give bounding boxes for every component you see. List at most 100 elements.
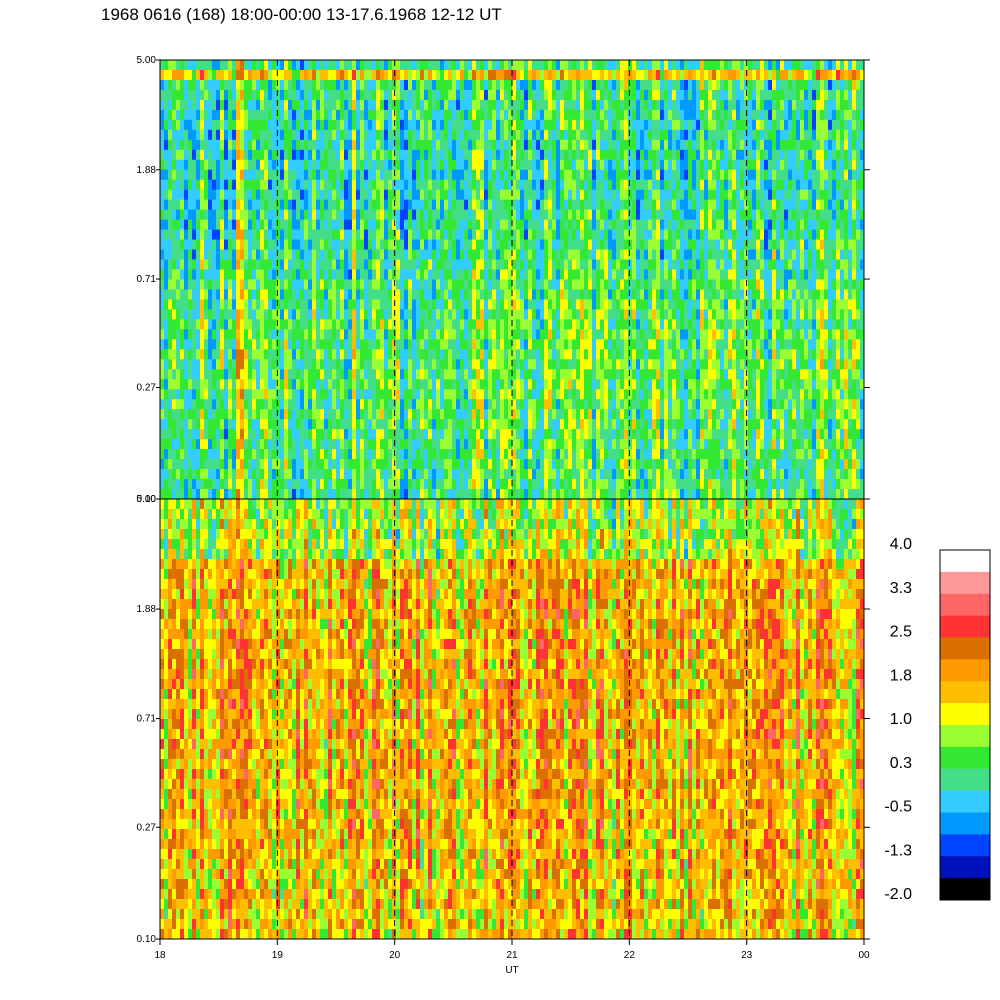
heatmap-cell bbox=[680, 169, 685, 181]
heatmap-cell bbox=[532, 139, 537, 151]
heatmap-cell bbox=[224, 289, 229, 300]
heatmap-cell bbox=[644, 259, 649, 270]
heatmap-cell bbox=[220, 139, 225, 151]
heatmap-cell bbox=[488, 189, 493, 201]
heatmap-cell bbox=[800, 319, 805, 330]
heatmap-cell bbox=[212, 189, 217, 201]
heatmap-cell bbox=[304, 309, 309, 320]
heatmap-cell bbox=[432, 109, 437, 121]
heatmap-cell bbox=[412, 139, 417, 151]
heatmap-cell bbox=[200, 259, 205, 270]
heatmap-cell bbox=[836, 60, 841, 71]
heatmap-cell bbox=[476, 229, 481, 240]
heatmap-cell bbox=[600, 159, 605, 171]
heatmap-cell bbox=[544, 299, 549, 310]
heatmap-cell bbox=[172, 109, 177, 121]
heatmap-cell bbox=[468, 319, 473, 330]
heatmap-cell bbox=[792, 309, 797, 320]
heatmap-cell bbox=[540, 309, 545, 320]
heatmap-cell bbox=[444, 329, 449, 340]
heatmap-cell bbox=[160, 279, 165, 290]
heatmap-cell bbox=[416, 119, 421, 131]
heatmap-cell bbox=[448, 219, 453, 231]
heatmap-cell bbox=[228, 279, 233, 290]
heatmap-cell bbox=[844, 269, 849, 280]
heatmap-cell bbox=[412, 179, 417, 191]
heatmap-cell bbox=[416, 99, 421, 111]
heatmap-cell bbox=[300, 119, 305, 131]
heatmap-cell bbox=[540, 189, 545, 201]
heatmap-cell bbox=[368, 79, 373, 91]
heatmap-cell bbox=[544, 129, 549, 141]
heatmap-cell bbox=[672, 79, 677, 91]
heatmap-cell bbox=[536, 319, 541, 330]
heatmap-cell bbox=[856, 129, 861, 141]
heatmap-cell bbox=[568, 309, 573, 320]
heatmap-cell bbox=[424, 99, 429, 111]
heatmap-cell bbox=[564, 109, 569, 121]
heatmap-cell bbox=[536, 169, 541, 181]
heatmap-cell bbox=[496, 199, 501, 211]
heatmap-cell bbox=[332, 219, 337, 231]
heatmap-cell bbox=[700, 279, 705, 290]
heatmap-cell bbox=[192, 329, 197, 340]
heatmap-cell bbox=[192, 289, 197, 300]
heatmap-cell bbox=[372, 199, 377, 211]
heatmap-cell bbox=[212, 259, 217, 270]
heatmap-cell bbox=[344, 119, 349, 131]
heatmap-cell bbox=[284, 69, 289, 81]
heatmap-cell bbox=[688, 259, 693, 270]
heatmap-cell bbox=[772, 169, 777, 181]
heatmap-cell bbox=[324, 269, 329, 280]
heatmap-cell bbox=[740, 119, 745, 131]
heatmap-cell bbox=[704, 239, 709, 250]
heatmap-cell bbox=[816, 299, 821, 310]
heatmap-cell bbox=[508, 229, 513, 240]
heatmap-cell bbox=[564, 249, 569, 260]
heatmap-cell bbox=[288, 79, 293, 91]
heatmap-cell bbox=[456, 139, 461, 151]
heatmap-cell bbox=[160, 129, 165, 141]
heatmap-cell bbox=[512, 89, 517, 101]
heatmap-cell bbox=[720, 149, 725, 161]
heatmap-cell bbox=[480, 179, 485, 191]
heatmap-cell bbox=[316, 209, 321, 221]
heatmap-cell bbox=[492, 129, 497, 141]
heatmap-cell bbox=[496, 129, 501, 141]
heatmap-cell bbox=[312, 149, 317, 161]
heatmap-cell bbox=[412, 209, 417, 221]
heatmap-cell bbox=[824, 309, 829, 320]
heatmap-cell bbox=[724, 169, 729, 181]
heatmap-cell bbox=[464, 289, 469, 300]
heatmap-cell bbox=[536, 79, 541, 91]
heatmap-cell bbox=[584, 279, 589, 290]
heatmap-cell bbox=[708, 209, 713, 221]
heatmap-cell bbox=[588, 179, 593, 191]
heatmap-cell bbox=[592, 219, 597, 231]
heatmap-cell bbox=[268, 99, 273, 111]
heatmap-cell bbox=[264, 199, 269, 211]
heatmap-cell bbox=[216, 139, 221, 151]
heatmap-cell bbox=[548, 79, 553, 91]
heatmap-cell bbox=[228, 89, 233, 101]
heatmap-cell bbox=[260, 109, 265, 121]
heatmap-cell bbox=[220, 99, 225, 111]
heatmap-cell bbox=[776, 289, 781, 300]
heatmap-cell bbox=[640, 189, 645, 201]
heatmap-cell bbox=[484, 139, 489, 151]
heatmap-cell bbox=[756, 299, 761, 310]
heatmap-cell bbox=[568, 119, 573, 131]
heatmap-cell bbox=[224, 269, 229, 280]
heatmap-cell bbox=[672, 289, 677, 300]
heatmap-cell bbox=[728, 69, 733, 81]
heatmap-cell bbox=[352, 169, 357, 181]
heatmap-cell bbox=[496, 89, 501, 101]
heatmap-cell bbox=[188, 79, 193, 91]
heatmap-cell bbox=[660, 309, 665, 320]
heatmap-cell bbox=[844, 139, 849, 151]
heatmap-cell bbox=[336, 89, 341, 101]
heatmap-cell bbox=[340, 159, 345, 171]
heatmap-cell bbox=[268, 89, 273, 101]
heatmap-cell bbox=[588, 199, 593, 211]
heatmap-cell bbox=[260, 239, 265, 250]
